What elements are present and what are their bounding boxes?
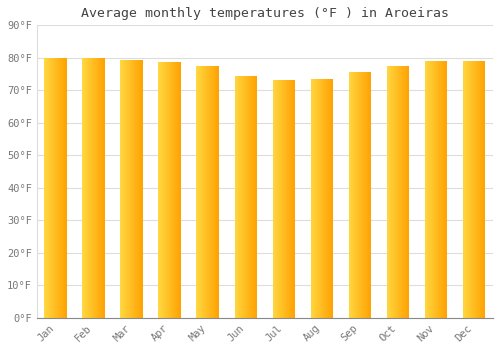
- Title: Average monthly temperatures (°F ) in Aroeiras: Average monthly temperatures (°F ) in Ar…: [81, 7, 449, 20]
